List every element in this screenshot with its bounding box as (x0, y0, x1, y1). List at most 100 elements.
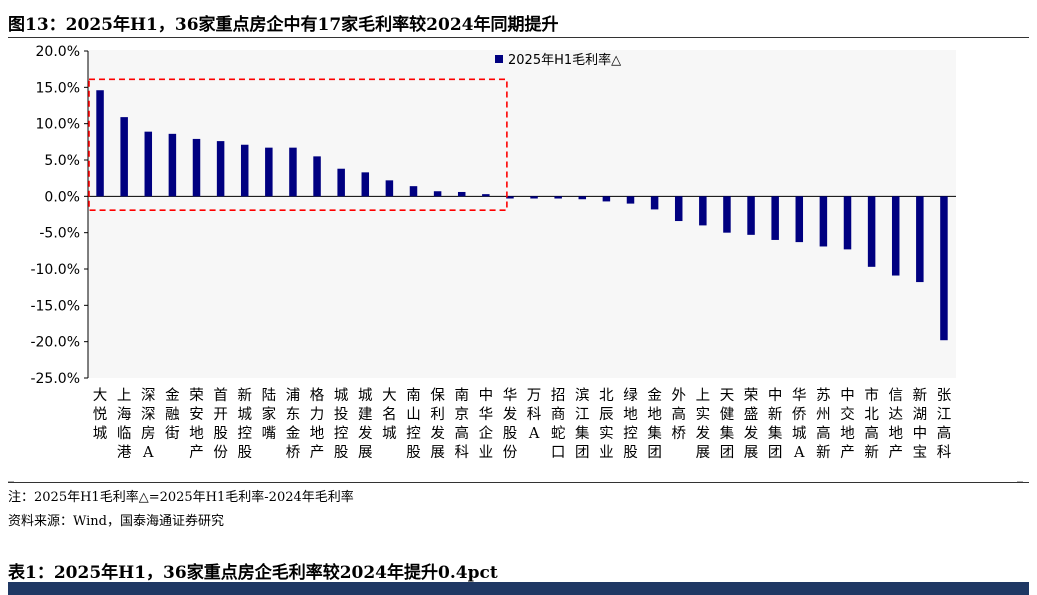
notes-rule (8, 482, 1029, 483)
bar (385, 180, 394, 197)
bar (554, 196, 562, 199)
bar (940, 196, 948, 341)
bar (506, 196, 514, 199)
y-tick-label: -10.0% (30, 262, 80, 278)
x-tick-label: 保利发展 (430, 387, 445, 461)
x-tick-label: 荣安地产 (189, 387, 204, 461)
bar (916, 196, 924, 283)
bar (361, 172, 370, 197)
x-tick-label: 华发股份 (503, 387, 518, 461)
bar (289, 147, 297, 197)
y-tick-label: 20.0% (36, 44, 80, 60)
x-tick-label: 新城控股 (237, 387, 252, 461)
chart-note: 注：2025年H1毛利率△=2025年H1毛利率-2024年毛利率 (8, 490, 354, 505)
x-tick-label: 中交地产 (840, 387, 855, 461)
x-tick-label: 城投控股 (334, 387, 349, 461)
bar (843, 196, 852, 250)
bar (409, 186, 418, 197)
y-axis: 20.0% 15.0% 10.0% 5.0% 0.0% -5.0% -10.0% -15.0%… (30, 44, 89, 387)
bar (578, 196, 587, 200)
x-tick-label: 格力地产 (310, 387, 325, 461)
x-tick-label: 万科 A (527, 388, 542, 442)
x-tick-label: 荣盛发展 (744, 387, 759, 461)
chart-source: 资料来源：Wind，国泰海通证券研究 (8, 514, 224, 529)
y-tick-label: 5.0% (44, 153, 80, 169)
y-tick-label: 0.0% (44, 189, 80, 205)
legend: 2025年H1毛利率△ (495, 52, 621, 68)
plot-area (88, 50, 956, 378)
bar (265, 147, 273, 197)
x-tick-label: 上实发展 (696, 387, 711, 461)
bar (795, 196, 804, 243)
bars (96, 90, 948, 341)
bar (747, 196, 755, 235)
x-tick-label: 外高桥 (671, 387, 686, 442)
bar-chart: 20.0% 15.0% 10.0% 5.0% 0.0% -5.0% -10.0% -15.0%… (30, 44, 956, 461)
x-tick-label: 招商蛇口 (551, 387, 566, 461)
x-tick-label: 张江高科 (937, 387, 952, 461)
bar (771, 196, 779, 240)
x-tick-label: 天健集团 (720, 388, 735, 461)
legend-swatch (495, 55, 503, 63)
corner-mark-right: _ (1017, 468, 1023, 482)
x-tick-label: 中新集团 (768, 387, 783, 461)
y-tick-label: 10.0% (36, 117, 80, 133)
bar (337, 168, 345, 197)
bar (626, 196, 635, 204)
x-tick-label: 新湖中宝 (913, 387, 928, 461)
bar (867, 196, 876, 267)
bar (482, 194, 490, 197)
x-tick-label: 绿地控股 (623, 387, 638, 461)
x-tick-label: 金融街 (165, 387, 180, 442)
figure-title: 图13：2025年H1，36家重点房企中有17家毛利率较2024年同期提升 (8, 15, 559, 35)
x-tick-label: 中华企业 (479, 387, 494, 461)
x-tick-label: 深深房 A (141, 387, 156, 461)
y-tick-label: -15.0% (30, 298, 80, 314)
title-rule (8, 37, 1029, 38)
bar (457, 191, 466, 197)
bar (144, 131, 153, 197)
y-tick-label: -20.0% (30, 335, 80, 351)
bar (674, 196, 683, 222)
y-tick-label: 15.0% (36, 80, 80, 96)
x-tick-label: 首开股份 (213, 387, 228, 461)
x-tick-label: 滨江集团 (575, 387, 590, 461)
bar (699, 196, 707, 226)
bar (168, 133, 177, 197)
y-tick-label: -5.0% (39, 226, 80, 242)
bar (313, 156, 321, 197)
x-tick-label: 上海临港 (117, 387, 132, 461)
x-tick-label: 华侨城 A (792, 387, 807, 461)
corner-mark-left: _ (8, 468, 14, 482)
bar (120, 117, 128, 197)
x-tick-label: 北辰实业 (599, 387, 614, 461)
x-tick-label: 陆家嘴 (262, 387, 277, 442)
x-tick-label: 大悦城 (93, 387, 108, 442)
x-tick-label: 大名城 (382, 387, 397, 442)
x-tick-label: 浦东金桥 (286, 387, 301, 461)
x-tick-label: 苏州高新 (816, 387, 831, 461)
table-header-bar (8, 582, 1029, 595)
bar (723, 196, 731, 233)
bar (602, 196, 611, 202)
x-tick-label: 金地集团 (647, 387, 662, 461)
bar (240, 144, 249, 197)
bar (96, 90, 104, 197)
y-tick-label: -25.0% (30, 371, 80, 387)
legend-label: 2025年H1毛利率△ (508, 52, 621, 68)
x-tick-label: 南山控股 (406, 387, 421, 461)
bar (192, 138, 201, 197)
x-tick-label: 信达地产 (888, 387, 903, 461)
bar (216, 141, 225, 197)
x-tick-label: 城建发展 (358, 387, 373, 461)
bar (433, 191, 442, 197)
x-tick-label: 市北高新 (864, 387, 879, 461)
bar (530, 196, 538, 199)
bar (819, 196, 828, 247)
table-title: 表1：2025年H1，36家重点房企毛利率较2024年提升0.4pct (8, 563, 498, 583)
bar (650, 196, 659, 210)
highlight-box (88, 78, 508, 211)
x-tick-label: 南京高科 (454, 387, 469, 461)
bar (891, 196, 900, 276)
